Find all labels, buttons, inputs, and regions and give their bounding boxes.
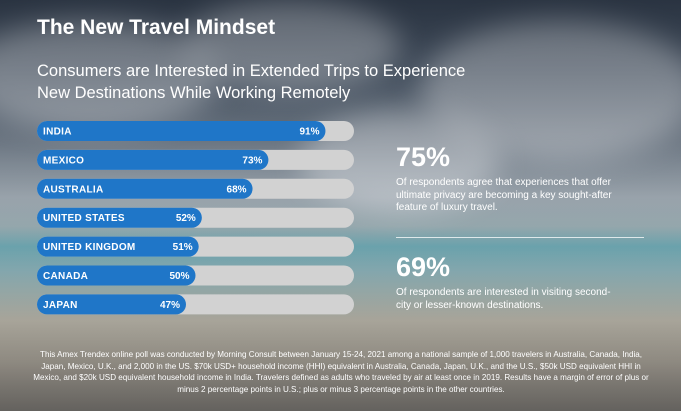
bar-category-label: CANADA (43, 271, 88, 282)
stat-description: Of respondents agree that experiences th… (396, 177, 612, 213)
bar-category-label: INDIA (43, 127, 72, 138)
bar-category-label: MEXICO (43, 155, 84, 166)
page-title: The New Travel Mindset (37, 16, 276, 39)
bar-category-label: UNITED KINGDOM (43, 242, 136, 253)
stat-block-2: 69% Of respondents are interested in vis… (396, 252, 646, 312)
subtitle-line-2: New Destinations While Working Remotely (37, 84, 351, 102)
bar-united-states (37, 207, 202, 228)
bar-mexico (37, 149, 269, 170)
bar-value-label: 50% (169, 271, 189, 282)
bar-australia (37, 178, 253, 199)
cloud (180, 0, 400, 90)
stat-value: 69% (396, 252, 451, 282)
bar-value-label: 52% (176, 213, 196, 224)
subtitle-line-1: Consumers are Interested in Extended Tri… (37, 62, 466, 80)
stat-description: Of respondents are interested in visitin… (396, 287, 611, 311)
bar-category-label: JAPAN (43, 300, 78, 311)
stat-block-1: 75% Of respondents agree that experience… (396, 142, 646, 215)
bar-canada (37, 265, 196, 286)
bar-value-label: 47% (160, 300, 180, 311)
bar-value-label: 91% (299, 127, 319, 138)
divider (396, 237, 644, 238)
bar-india (37, 121, 326, 141)
bar-value-label: 68% (227, 184, 247, 195)
bar-value-label: 73% (242, 155, 262, 166)
page-subtitle: Consumers are Interested in Extended Tri… (37, 60, 465, 104)
footnote: This Amex Trendex online poll was conduc… (33, 350, 649, 394)
stat-value: 75% (396, 142, 451, 172)
bar-category-label: UNITED STATES (43, 213, 125, 224)
bar-category-label: AUSTRALIA (43, 184, 103, 195)
bar-value-label: 51% (173, 242, 193, 253)
bar-united-kingdom (37, 236, 199, 257)
bar-japan (37, 294, 186, 315)
